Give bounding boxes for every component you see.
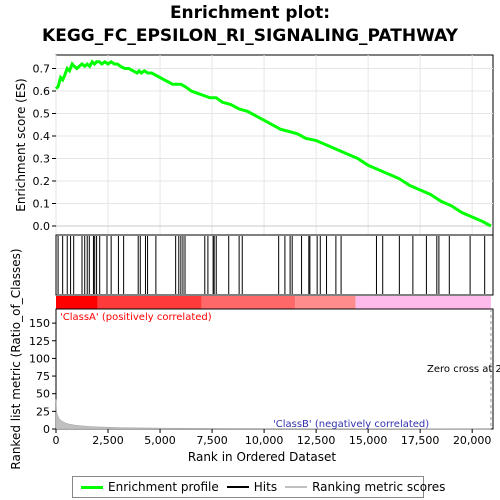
metric-y-tick-label: 25: [36, 405, 50, 418]
hits-panel-frame: [55, 234, 494, 296]
es-y-tick-label: 0.7: [33, 63, 51, 76]
legend-swatch-enrichment: [81, 485, 103, 489]
chart-title-line1: Enrichment plot:: [169, 3, 331, 23]
x-tick-label: 10,000: [245, 434, 284, 447]
x-tick-label: 15,000: [349, 434, 388, 447]
rank-bar-segment: [56, 296, 98, 309]
x-axis-label: Rank in Ordered Dataset: [188, 450, 336, 464]
legend-swatch-metric: [285, 486, 308, 488]
metric-y-tick-label: 50: [36, 388, 50, 401]
metric-y-tick-label: 100: [29, 352, 50, 365]
legend-label-hits: Hits: [253, 480, 278, 494]
ranking-metric-area: [55, 399, 491, 430]
es-y-tick-label: 0.0: [33, 220, 51, 233]
x-tick-label: 2,500: [92, 434, 124, 447]
x-tick-label: 17,500: [401, 434, 440, 447]
legend-item-metric: Ranking metric scores: [285, 480, 445, 494]
es-y-tick-label: 0.5: [33, 108, 51, 121]
es-y-tick-label: 0.1: [33, 198, 51, 211]
es-y-tick-label: 0.2: [33, 175, 51, 188]
es-y-tick-label: 0.4: [33, 130, 51, 143]
legend-item-enrichment: Enrichment profile: [81, 480, 219, 494]
es-panel-frame: [55, 54, 494, 236]
legend: Enrichment profile Hits Ranking metric s…: [72, 476, 445, 498]
x-tick-label: 7,500: [196, 434, 228, 447]
chart-title-line2: KEGG_FC_EPSILON_RI_SIGNALING_PATHWAY: [42, 26, 458, 46]
rank-bar-segment: [295, 296, 356, 309]
x-tick-label: 0: [53, 434, 60, 447]
classB-label: 'ClassB' (negatively correlated): [273, 419, 429, 430]
metric-y-tick-label: 0: [43, 423, 50, 436]
metric-y-tick-label: 150: [29, 317, 50, 330]
x-tick-label: 20,000: [453, 434, 492, 447]
metric-y-tick-label: 125: [29, 335, 50, 348]
legend-label-enrichment: Enrichment profile: [108, 480, 219, 494]
metric-panel-frame: [55, 308, 494, 430]
metric-y-tick-label: 75: [36, 370, 50, 383]
zero-cross-label: Zero cross at 2: [427, 364, 500, 375]
rank-bar-segment: [355, 296, 491, 309]
legend-item-hits: Hits: [226, 480, 278, 494]
x-tick-label: 12,500: [297, 434, 336, 447]
rank-bar-segment: [201, 296, 296, 309]
enrichment-profile-line: [54, 59, 492, 228]
metric-y-axis-label: Ranked list metric (Ratio_of_Classes): [9, 248, 23, 469]
legend-label-metric: Ranking metric scores: [312, 480, 446, 494]
es-y-axis-label: Enrichment score (ES): [14, 78, 28, 211]
x-tick-label: 5,000: [144, 434, 176, 447]
classA-label: 'ClassA' (positively correlated): [60, 312, 212, 323]
rank-bar-segment: [97, 296, 202, 309]
es-y-tick-label: 0.3: [33, 153, 51, 166]
es-y-tick-label: 0.6: [33, 85, 51, 98]
legend-swatch-hits: [226, 486, 249, 488]
